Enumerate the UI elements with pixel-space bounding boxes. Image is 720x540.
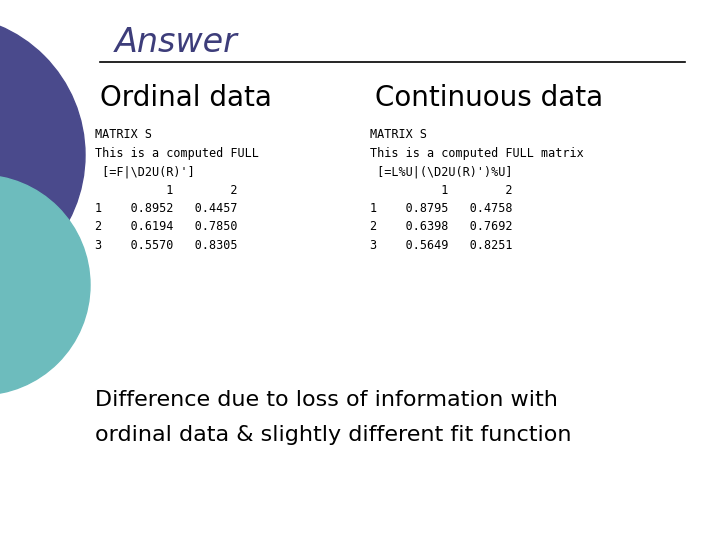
Text: Difference due to loss of information with: Difference due to loss of information wi… [95, 390, 558, 410]
Text: Continuous data: Continuous data [375, 84, 603, 112]
Circle shape [0, 15, 85, 295]
Text: ordinal data & slightly different fit function: ordinal data & slightly different fit fu… [95, 425, 572, 445]
Text: MATRIX S
This is a computed FULL matrix
 [=L%U|(\D2U(R)')%U]
          1        : MATRIX S This is a computed FULL matrix … [370, 128, 584, 252]
Text: MATRIX S
This is a computed FULL
 [=F|\D2U(R)']
          1        2
1    0.8952: MATRIX S This is a computed FULL [=F|\D2… [95, 128, 259, 252]
Text: Ordinal data: Ordinal data [100, 84, 272, 112]
Circle shape [0, 175, 90, 395]
Text: Answer: Answer [115, 25, 238, 58]
